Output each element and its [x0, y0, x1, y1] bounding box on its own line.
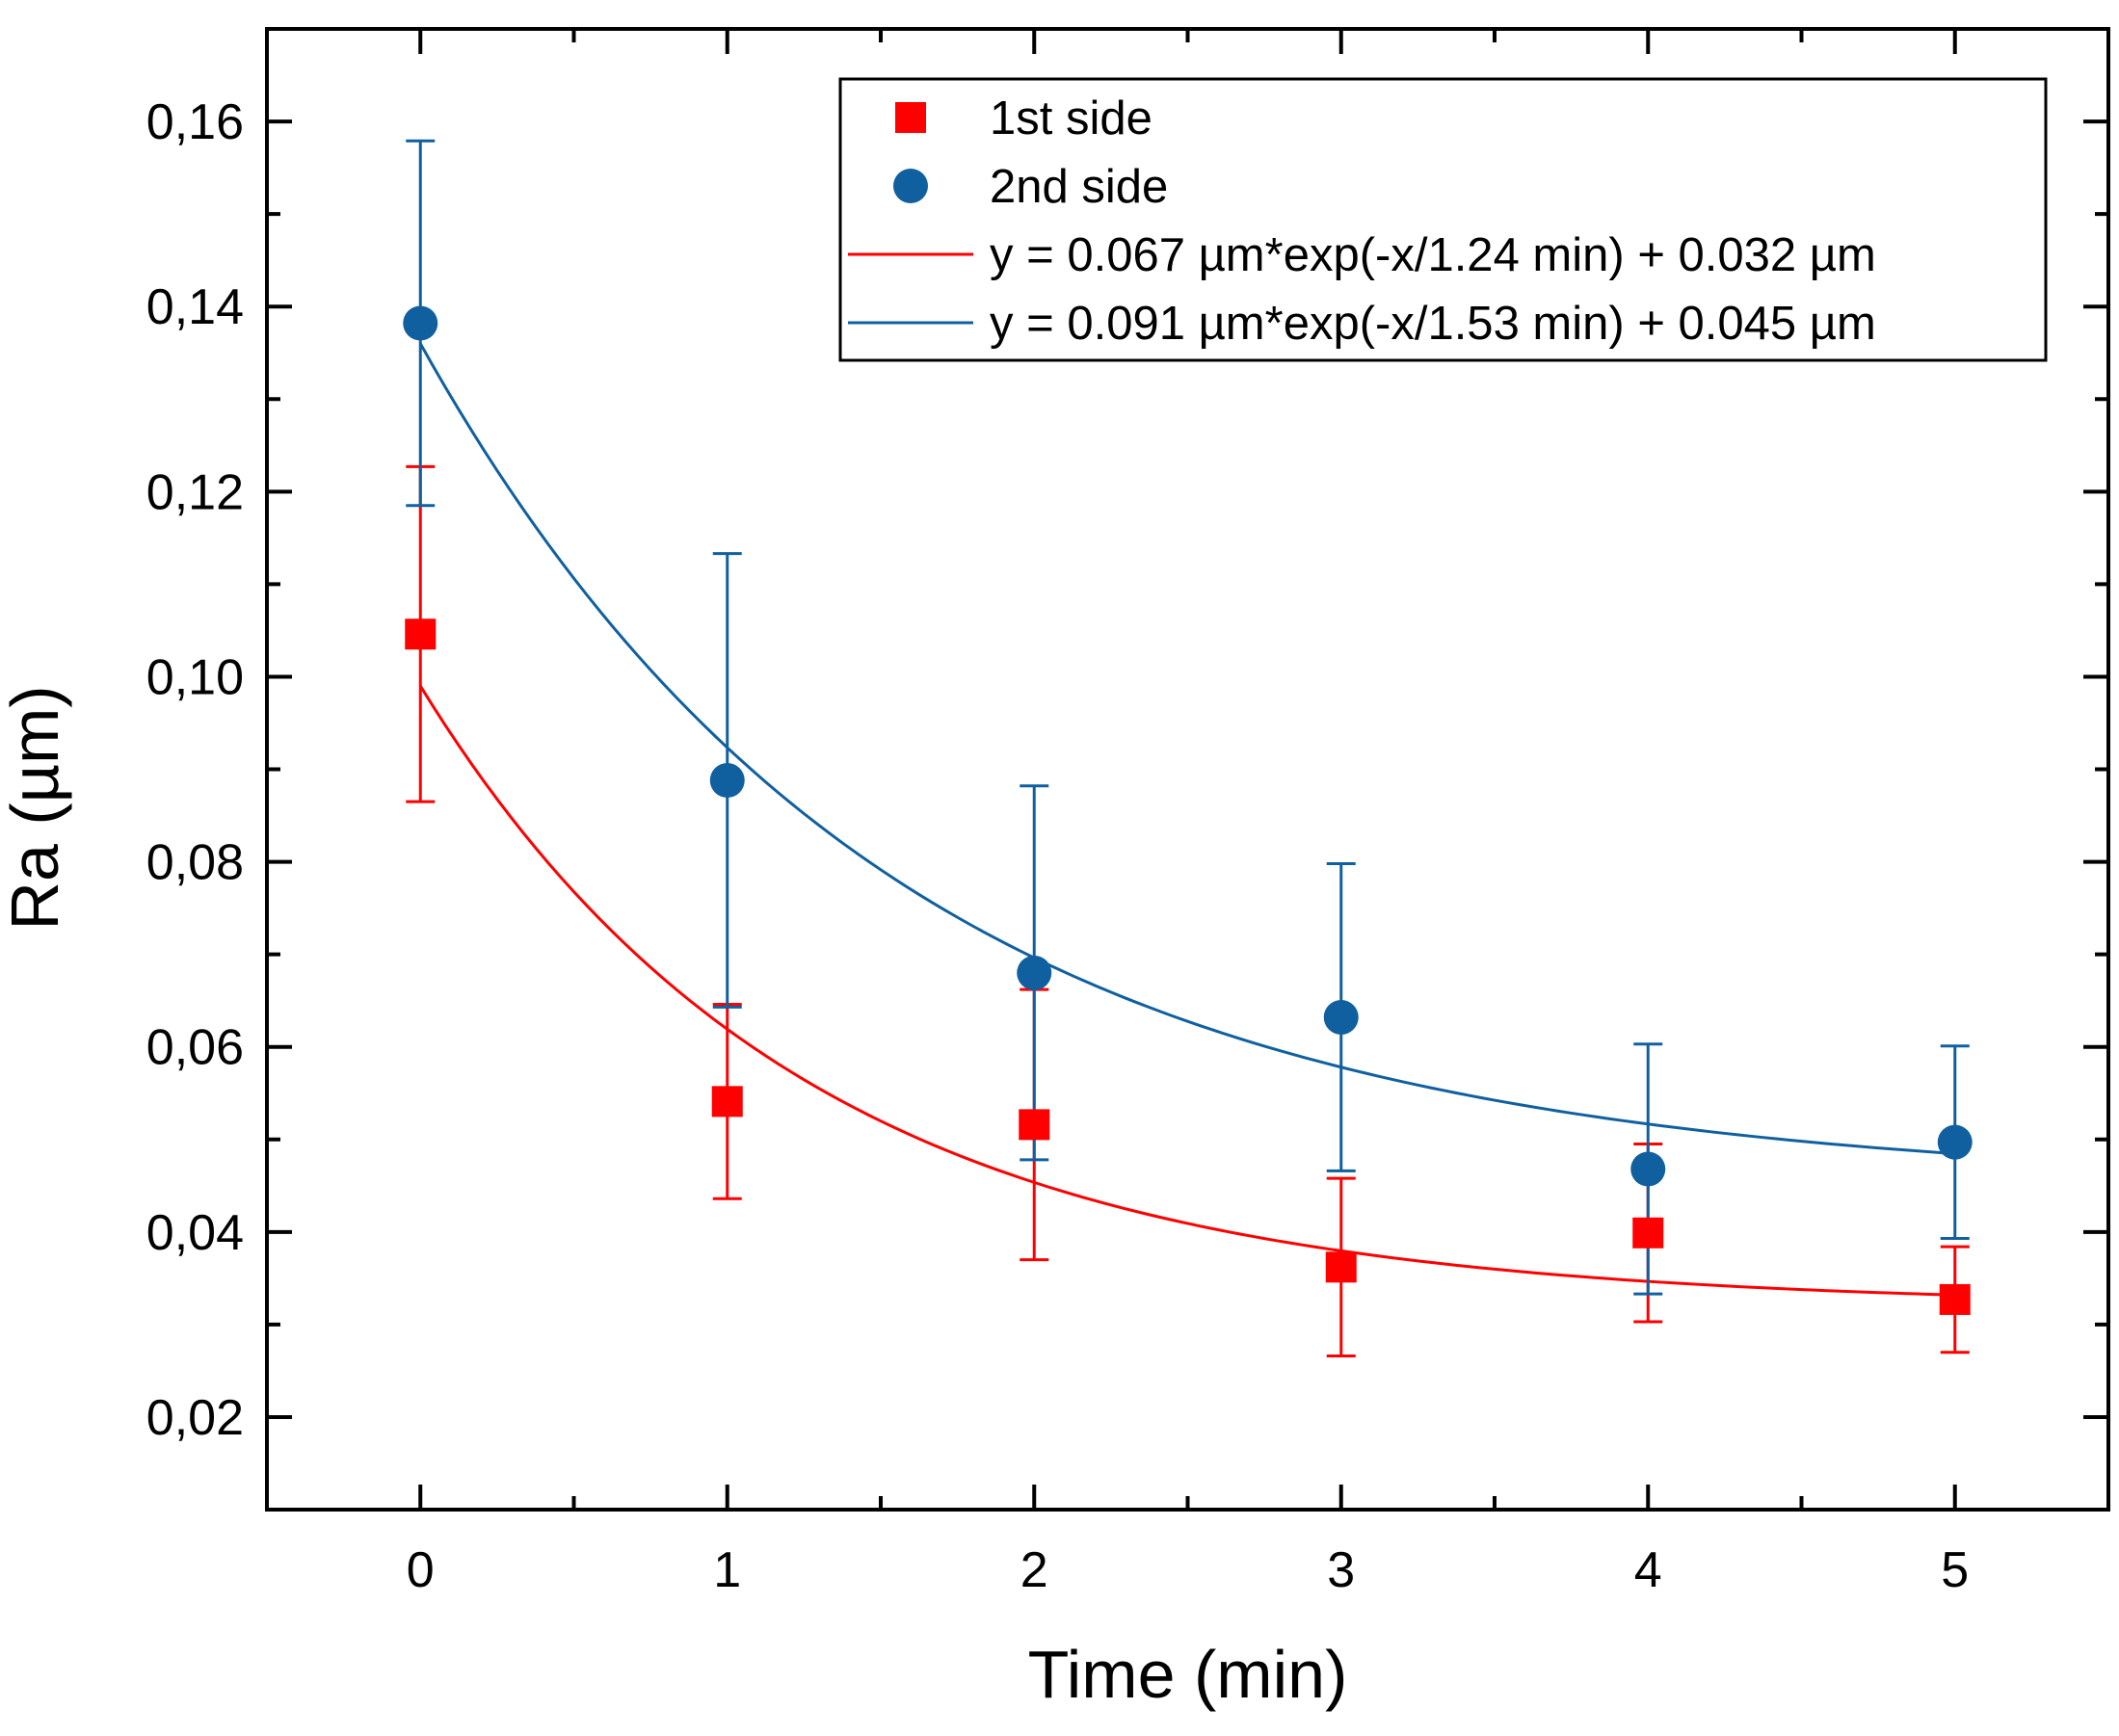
x-tick-label: 4: [1634, 1542, 1662, 1598]
legend: 1st side 2nd side y = 0.067 µm*exp(-x/1.24…: [838, 77, 2048, 362]
fit-curves: [418, 342, 1955, 1297]
legend-symbol-square: [895, 102, 926, 133]
legend-box: [838, 77, 2048, 362]
fit-curve: [418, 685, 1955, 1297]
data-point-circle: [1937, 1124, 1973, 1160]
data-point-square: [1939, 1283, 1971, 1315]
x-axis-title: Time (min): [1028, 1637, 1348, 1712]
x-tick-label: 1: [713, 1542, 741, 1598]
x-tick-label: 3: [1327, 1542, 1355, 1598]
tick-labels: 0 1 2 3 4 5 0,02 0,04 0,06 0,08 0,10 0,12 0,14 0,16: [146, 94, 1969, 1598]
data-point-square: [711, 1086, 743, 1118]
legend-label: 1st side: [990, 92, 1152, 145]
y-tick-label: 0,10: [146, 649, 244, 705]
data-markers: [403, 305, 1973, 1315]
y-tick-label: 0,02: [146, 1390, 244, 1446]
y-tick-label: 0,08: [146, 835, 244, 891]
legend-label: 2nd side: [990, 161, 1168, 213]
data-point-circle: [1017, 955, 1052, 990]
y-tick-label: 0,04: [146, 1205, 244, 1261]
x-tick-label: 5: [1941, 1542, 1969, 1598]
legend-label: y = 0.091 µm*exp(-x/1.53 min) + 0.045 µm: [990, 298, 1876, 350]
data-point-circle: [709, 763, 745, 799]
data-point-circle: [1630, 1151, 1666, 1187]
fit-curve: [418, 342, 1955, 1155]
data-point-square: [1325, 1251, 1357, 1283]
y-tick-label: 0,16: [146, 94, 244, 150]
data-point-circle: [403, 305, 438, 341]
legend-label: y = 0.067 µm*exp(-x/1.24 min) + 0.032 µm: [990, 229, 1876, 281]
x-tick-label: 0: [407, 1542, 435, 1598]
data-point-square: [1632, 1217, 1664, 1249]
legend-symbol-circle: [893, 169, 928, 203]
data-point-square: [1019, 1109, 1050, 1141]
axis-ticks: [267, 27, 2108, 1512]
x-tick-label: 2: [1020, 1542, 1048, 1598]
data-point-circle: [1323, 999, 1359, 1035]
y-tick-label: 0,14: [146, 279, 244, 335]
y-axis-title: Ra (µm): [0, 685, 72, 930]
y-tick-label: 0,06: [146, 1020, 244, 1076]
y-tick-label: 0,12: [146, 464, 244, 520]
data-point-square: [405, 618, 437, 650]
